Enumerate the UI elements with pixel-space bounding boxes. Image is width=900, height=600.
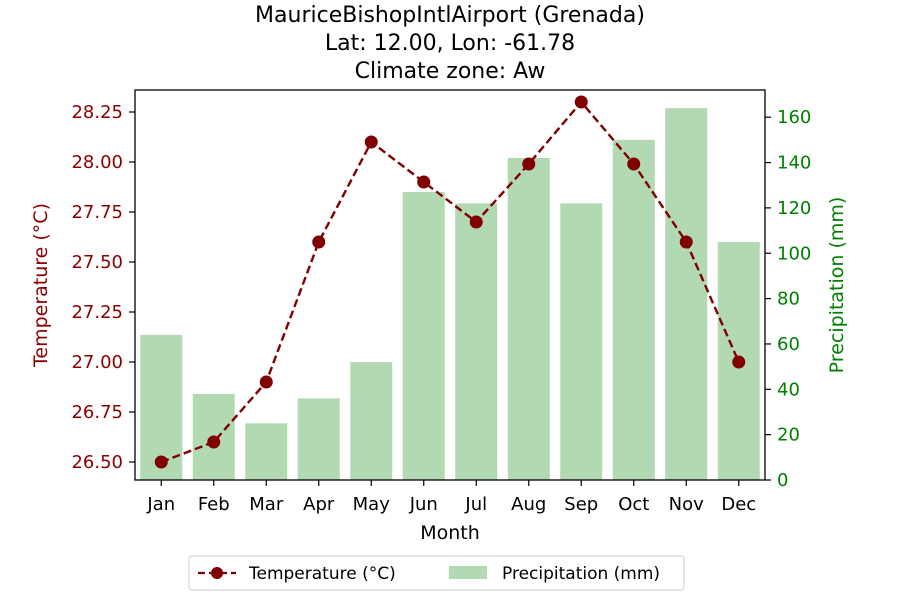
precipitation-bar-nov: [665, 108, 708, 481]
temperature-point-may: [364, 135, 378, 149]
right-y-tick-label: 100: [777, 243, 811, 264]
right-y-tick-label: 60: [777, 334, 800, 355]
temperature-line: [160, 100, 740, 464]
legend-precipitation-swatch: [449, 566, 487, 579]
temperature-line-series: [154, 95, 746, 469]
right-y-tick-label: 0: [777, 470, 788, 491]
precipitation-bars: [140, 108, 760, 481]
left-y-tick-label: 26.50: [71, 452, 123, 473]
temperature-point-jun: [417, 175, 431, 189]
precipitation-bar-oct: [612, 139, 655, 480]
chart-title-line-1: MauriceBishopIntlAirport (Grenada): [255, 3, 645, 28]
temperature-point-jan: [154, 455, 168, 469]
x-tick-label: Jan: [146, 494, 175, 515]
left-y-tick-label: 28.00: [71, 152, 123, 173]
x-tick-label: Feb: [198, 494, 230, 515]
x-tick-label: Oct: [618, 494, 649, 515]
x-axis-ticks: Jan Feb Mar Apr May Jun Jul Aug Sep Oct Nov Dec: [146, 480, 756, 515]
left-axis-label: Temperature (°C): [30, 203, 52, 368]
legend-temperature-label: Temperature (°C): [248, 564, 396, 584]
temperature-point-apr: [312, 235, 326, 249]
legend-box: [188, 555, 685, 591]
right-y-tick-label: 80: [777, 289, 800, 310]
precipitation-bar-jun: [402, 192, 445, 480]
right-y-tick-label: 120: [777, 198, 811, 219]
x-tick-label: May: [353, 494, 391, 515]
chart-title-line-2: Lat: 12.00, Lon: -61.78: [325, 31, 575, 56]
left-y-tick-label: 27.50: [71, 252, 123, 273]
left-y-tick-label: 26.75: [71, 402, 123, 423]
temperature-point-oct: [627, 157, 641, 171]
left-axis-ticks: 26.50 26.75 27.00 27.25 27.50 27.75 28.00 28.25: [71, 102, 135, 473]
x-tick-label: Nov: [669, 494, 704, 515]
precipitation-bar-may: [350, 362, 393, 480]
precipitation-bar-jul: [455, 203, 498, 481]
x-tick-label: Sep: [564, 494, 598, 515]
x-tick-label: Mar: [249, 494, 284, 515]
plot-area-border: [134, 89, 766, 481]
right-y-tick-label: 140: [777, 153, 811, 174]
temperature-point-jul: [469, 215, 483, 229]
legend-temperature-swatch-marker: [211, 567, 223, 579]
chart-title-line-3: Climate zone: Aw: [355, 59, 546, 84]
x-tick-label: Jun: [409, 494, 438, 515]
temperature-point-feb: [207, 435, 221, 449]
plot-frame: [134, 89, 766, 481]
right-y-tick-label: 40: [777, 379, 800, 400]
x-tick-label: Aug: [511, 494, 546, 515]
temperature-point-dec: [732, 355, 746, 369]
x-tick-label: Dec: [721, 494, 756, 515]
x-tick-label: Jul: [464, 494, 487, 515]
temperature-point-nov: [679, 235, 693, 249]
temperature-point-sep: [574, 95, 588, 109]
right-axis-label: Precipitation (mm): [826, 197, 848, 374]
x-axis-label: Month: [420, 522, 480, 544]
left-y-tick-label: 28.25: [71, 102, 123, 123]
left-y-tick-label: 27.00: [71, 352, 123, 373]
right-axis-ticks: 0 20 40 60 80 100 120 140 160: [765, 107, 811, 491]
right-y-tick-label: 160: [777, 107, 811, 128]
precipitation-bar-sep: [560, 203, 603, 481]
right-y-tick-label: 20: [777, 425, 800, 446]
legend-precipitation-label: Precipitation (mm): [502, 564, 660, 584]
legend: Temperature (°C) Precipitation (mm): [188, 555, 685, 591]
precipitation-bar-mar: [245, 423, 288, 480]
temperature-point-mar: [259, 375, 273, 389]
precipitation-bar-aug: [507, 158, 550, 480]
precipitation-bar-apr: [297, 398, 340, 480]
left-y-tick-label: 27.75: [71, 202, 123, 223]
temperature-point-aug: [522, 157, 536, 171]
left-y-tick-label: 27.25: [71, 302, 123, 323]
x-tick-label: Apr: [303, 494, 335, 515]
